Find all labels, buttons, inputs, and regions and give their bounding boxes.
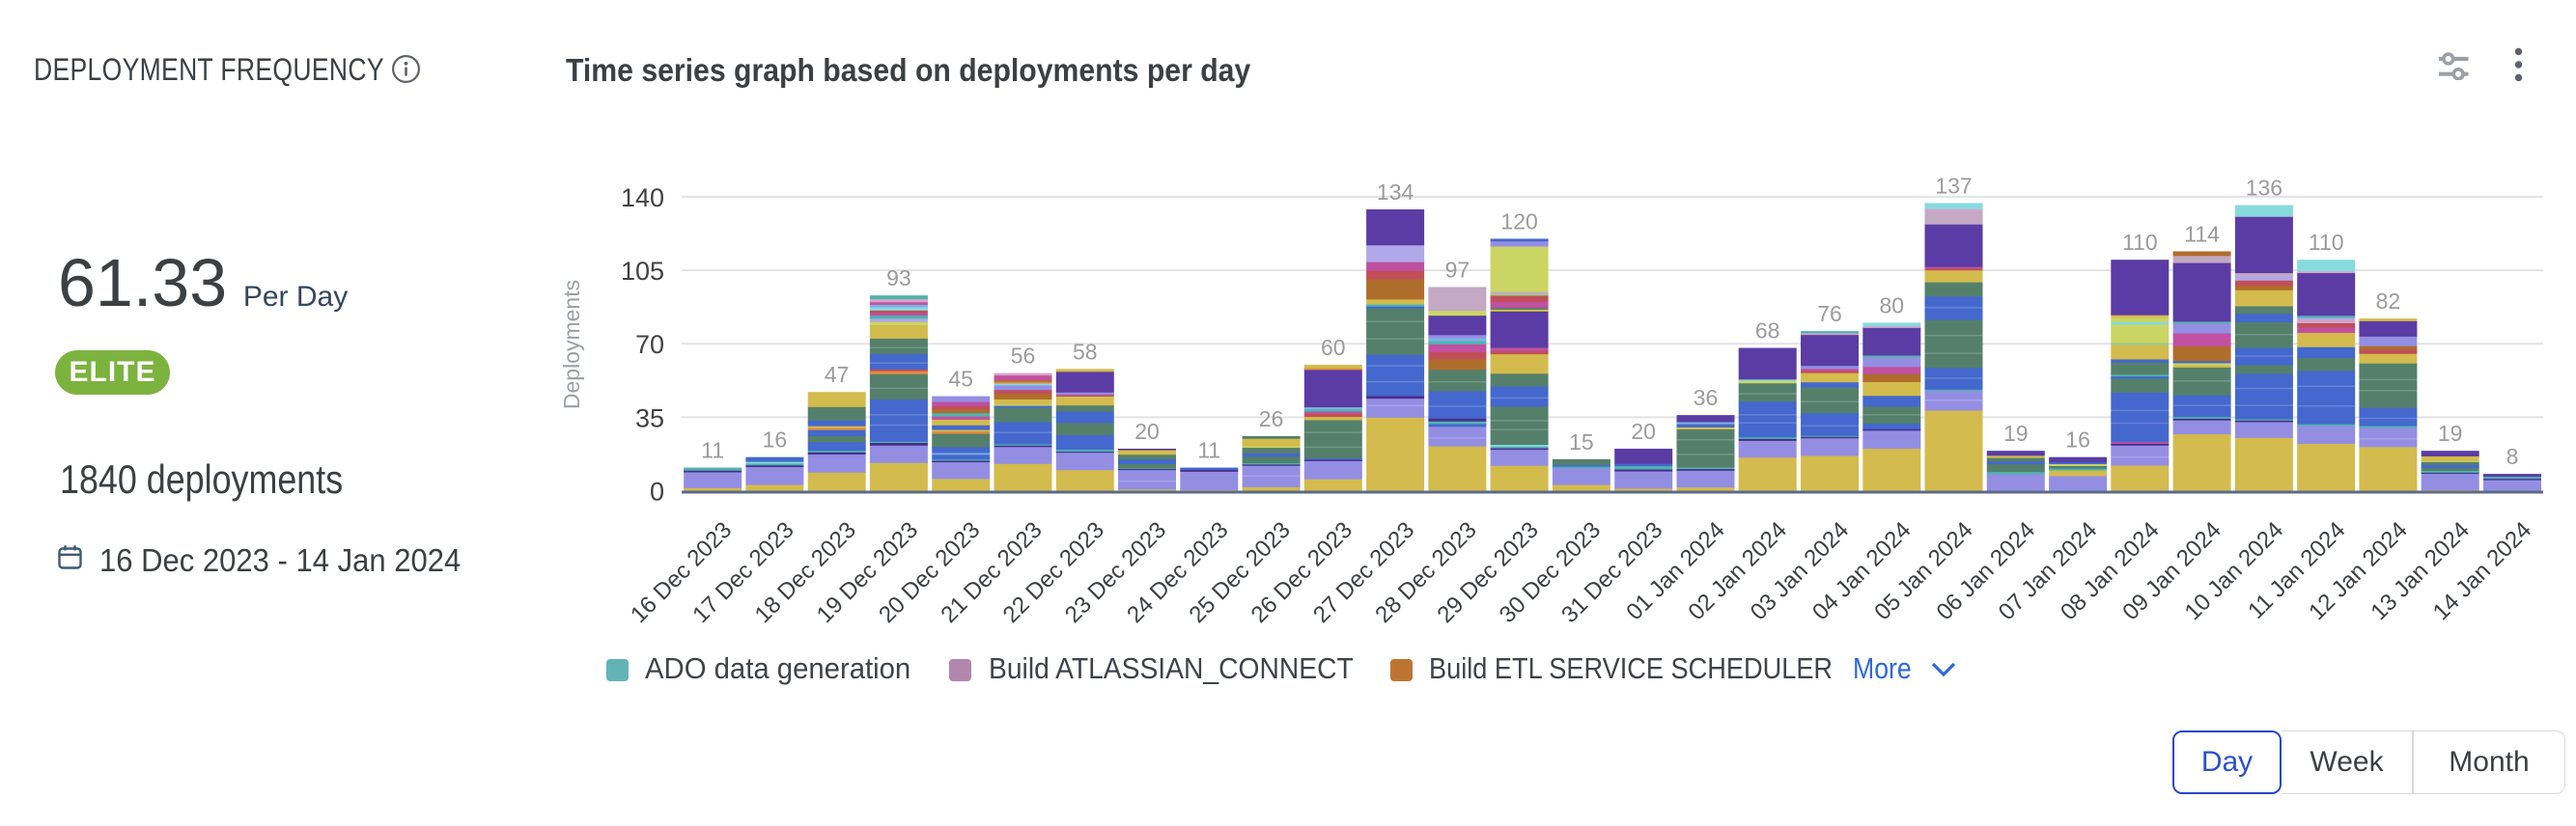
- svg-text:45: 45: [948, 367, 973, 392]
- svg-text:68: 68: [1755, 318, 1780, 344]
- svg-text:26: 26: [1259, 406, 1284, 431]
- svg-text:20: 20: [1134, 419, 1160, 444]
- svg-text:70: 70: [635, 330, 664, 359]
- svg-text:20: 20: [1631, 419, 1656, 444]
- svg-text:93: 93: [886, 265, 911, 290]
- svg-text:60: 60: [1321, 335, 1346, 360]
- svg-text:110: 110: [2122, 230, 2158, 255]
- svg-text:16: 16: [763, 427, 788, 453]
- svg-text:16: 16: [2065, 427, 2090, 453]
- svg-text:120: 120: [1500, 208, 1537, 234]
- svg-text:0: 0: [650, 478, 664, 507]
- svg-text:35: 35: [635, 403, 664, 432]
- svg-text:19: 19: [2438, 421, 2463, 446]
- svg-text:36: 36: [1694, 385, 1719, 410]
- svg-text:8: 8: [2506, 444, 2519, 469]
- svg-text:15: 15: [1569, 429, 1594, 454]
- svg-text:114: 114: [2184, 222, 2220, 247]
- svg-text:97: 97: [1445, 258, 1470, 283]
- svg-text:19: 19: [2003, 421, 2029, 446]
- svg-text:140: 140: [621, 183, 664, 212]
- svg-text:82: 82: [2376, 289, 2401, 314]
- svg-text:105: 105: [621, 257, 664, 286]
- svg-text:56: 56: [1011, 344, 1036, 369]
- svg-text:47: 47: [825, 362, 850, 387]
- svg-text:134: 134: [1377, 179, 1414, 205]
- svg-text:58: 58: [1073, 339, 1098, 364]
- svg-text:136: 136: [2246, 176, 2282, 201]
- svg-text:Deployments: Deployments: [559, 280, 584, 409]
- svg-text:137: 137: [1935, 173, 1972, 198]
- svg-text:11: 11: [701, 438, 724, 463]
- svg-text:11: 11: [1197, 438, 1220, 463]
- svg-text:80: 80: [1880, 292, 1905, 317]
- svg-text:110: 110: [2309, 230, 2344, 255]
- svg-text:76: 76: [1817, 301, 1842, 326]
